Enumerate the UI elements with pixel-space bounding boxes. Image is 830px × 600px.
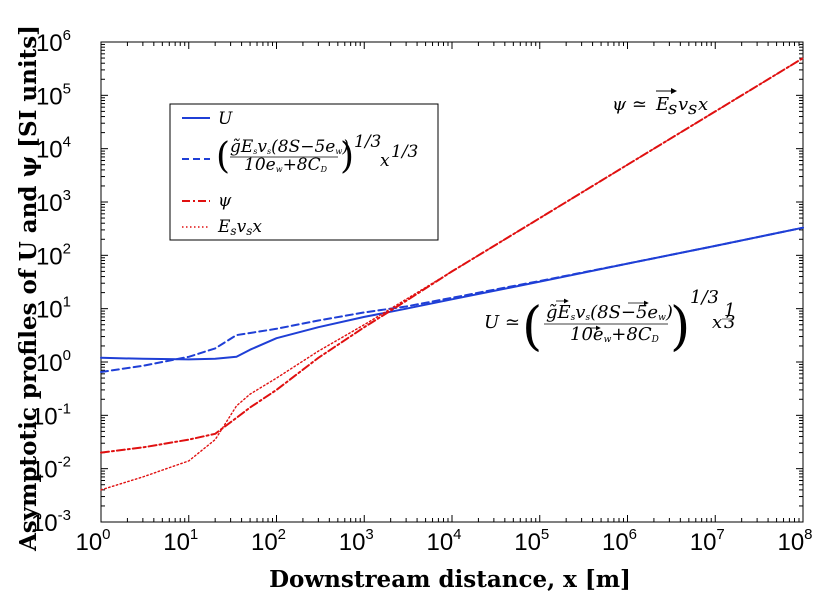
- x-tick-label: 107: [690, 526, 725, 556]
- legend-label-u-asymptote: ( g̃Esvs(8S−5ew) 10ew+8CD ) 1/3 x 1/3: [216, 132, 418, 177]
- y-axis-title: Asymptotic profiles of U and ψ [SI units…: [15, 25, 42, 552]
- x-tick-label: 102: [251, 526, 286, 556]
- axis-ticks: 100 101 102 103 104 105 106 107 108 10-3 10-2 10-1 1…: [31, 27, 813, 556]
- y-tick-label: 10-1: [31, 400, 71, 430]
- svg-text:1/3: 1/3: [354, 132, 381, 152]
- legend: U ( g̃Esvs(8S−5ew) 10ew+8CD ) 1/3 x 1/3 …: [169, 103, 439, 241]
- y-tick-label: 10-2: [31, 454, 71, 484]
- y-tick-label: 103: [36, 187, 71, 217]
- x-tick-label: 103: [339, 526, 374, 556]
- x-tick-label: 108: [777, 526, 812, 556]
- svg-text:1: 1: [724, 300, 735, 321]
- svg-text:(: (: [216, 136, 230, 177]
- svg-text:): ): [340, 136, 354, 177]
- series-line-u-asymptote: [100, 226, 804, 373]
- x-tick-label: 104: [426, 526, 461, 556]
- y-tick-label: 10-3: [31, 507, 71, 537]
- svg-text:g̃Esvs(8S−5ew): g̃Esvs(8S−5ew): [230, 137, 349, 157]
- svg-text:1/3: 1/3: [391, 142, 418, 162]
- series-line-es-vs-x: [100, 57, 804, 491]
- svg-text:1/3: 1/3: [690, 287, 719, 308]
- y-tick-label: 101: [36, 294, 71, 324]
- annotation-u: U ≃ ( g̃Esvs(8S−5ew) 10ew+8CD ) 1/3 x 1 …: [484, 287, 735, 357]
- svg-text:(: (: [522, 297, 542, 357]
- x-tick-label: 101: [163, 526, 198, 556]
- svg-text:10ew+8CD: 10ew+8CD: [244, 155, 328, 175]
- svg-text:x: x: [380, 151, 390, 171]
- svg-text:3: 3: [724, 312, 735, 333]
- svg-text:U ≃: U ≃: [484, 312, 520, 333]
- y-tick-label: 104: [36, 134, 71, 164]
- svg-text:s: s: [688, 98, 697, 119]
- series-layer: [100, 57, 804, 491]
- series-line-psi: [100, 57, 804, 454]
- y-tick-label: 106: [36, 27, 71, 57]
- svg-text:x: x: [698, 94, 708, 115]
- x-tick-label: 106: [602, 526, 637, 556]
- annotation-psi: ψ ≃ E s v s x: [612, 88, 708, 119]
- svg-text:v: v: [678, 94, 688, 115]
- svg-text:): ): [670, 297, 690, 357]
- legend-box: [169, 103, 439, 241]
- x-tick-label: 105: [514, 526, 549, 556]
- svg-text:E: E: [655, 94, 669, 115]
- y-tick-label: 100: [36, 347, 71, 377]
- svg-text:x: x: [712, 312, 722, 333]
- legend-label-u: U: [218, 109, 233, 129]
- svg-text:10ew+8CD: 10ew+8CD: [570, 324, 659, 345]
- y-tick-label: 105: [36, 80, 71, 110]
- svg-text:g̃Esvs(8S−5ew): g̃Esvs(8S−5ew): [546, 302, 673, 323]
- y-tick-label: 102: [36, 240, 71, 270]
- svg-text:ψ ≃: ψ ≃: [612, 94, 647, 115]
- svg-text:s: s: [668, 98, 677, 119]
- x-tick-label: 100: [75, 526, 110, 556]
- x-axis-title: Downstream distance, x [m]: [269, 566, 631, 593]
- legend-label-es-vs-x: Esvsx: [217, 217, 262, 238]
- legend-label-psi: ψ: [218, 191, 232, 211]
